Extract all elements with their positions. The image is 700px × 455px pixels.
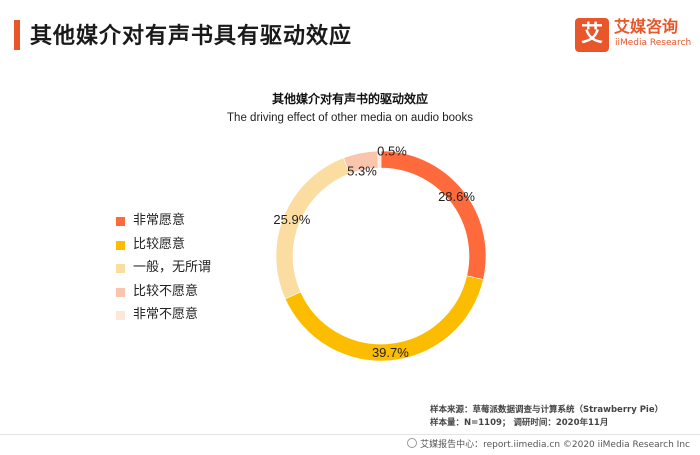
- data-label-1: 39.7%: [372, 345, 409, 360]
- data-label-4: 0.5%: [377, 144, 407, 159]
- logo-name-cn: 艾媒咨询: [614, 17, 679, 36]
- footer-divider: [0, 434, 700, 435]
- data-label-3: 5.3%: [347, 164, 377, 179]
- report-center-icon: [407, 438, 418, 448]
- donut-slice-2: [275, 157, 351, 300]
- legend-label: 非常愿意: [133, 213, 186, 228]
- source-line-1: 样本来源：草莓派数据调查与计算系统（Strawberry Pie）: [430, 405, 664, 415]
- title-accent-bar: [14, 20, 20, 50]
- footer: 艾媒报告中心：report.iimedia.cn ©2020 iiMedia R…: [0, 437, 690, 450]
- source-line-2: 样本量：N=1109； 调研时间：2020年11月: [430, 418, 609, 428]
- legend-label: 比较愿意: [133, 236, 186, 252]
- legend-label: 一般，无所谓: [133, 260, 212, 275]
- logo-name-en: iiMedia Research: [615, 38, 692, 48]
- donut-slice-4: [377, 150, 382, 169]
- legend-swatch: [116, 217, 125, 226]
- legend-swatch: [116, 264, 125, 273]
- page-title: 其他媒介对有声书具有驱动效应: [30, 24, 353, 49]
- data-label-0: 28.6%: [438, 189, 475, 204]
- data-label-2: 25.9%: [273, 212, 310, 227]
- logo-icon: 艾: [575, 18, 609, 52]
- legend-swatch: [116, 240, 125, 250]
- legend-label: 非常不愿意: [133, 307, 199, 322]
- chart-subtitle: The driving effect of other media on aud…: [227, 112, 473, 124]
- sample-source: 样本来源：草莓派数据调查与计算系统（Strawberry Pie） 样本量：N=…: [430, 404, 663, 430]
- chart-title: 其他媒介对有声书的驱动效应: [271, 92, 428, 106]
- legend-swatch: [116, 311, 125, 320]
- legend-label: 比较不愿意: [133, 283, 199, 299]
- footer-text: 艾媒报告中心：report.iimedia.cn ©2020 iiMedia R…: [420, 440, 690, 450]
- donut-slice-0: [380, 150, 487, 280]
- legend-swatch: [116, 287, 125, 297]
